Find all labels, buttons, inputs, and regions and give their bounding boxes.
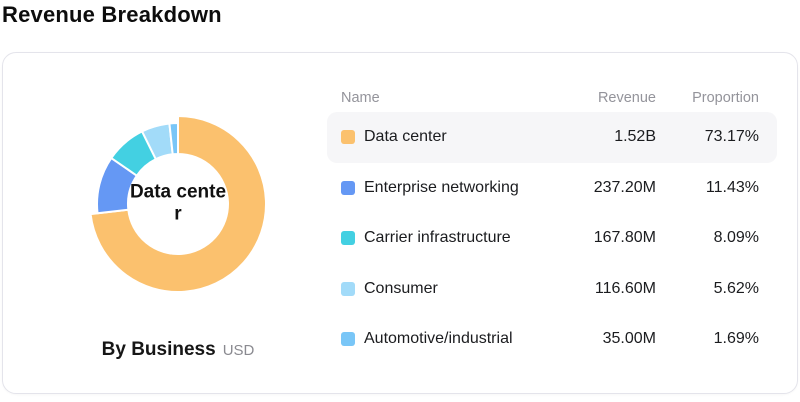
row-name-label: Enterprise networking	[364, 178, 519, 196]
table-body: Data center 1.52B 73.17% Enterprise network…	[327, 112, 777, 365]
legend-swatch	[341, 281, 355, 296]
table-header-row: Name Revenue Proportion	[327, 84, 777, 112]
row-name-label: Automotive/industrial	[364, 330, 513, 348]
header-name: Name	[341, 90, 380, 106]
row-name-label: Data center	[364, 128, 447, 146]
row-revenue-value: 237.20M	[593, 178, 656, 196]
header-revenue: Revenue	[597, 90, 656, 106]
row-name-cell: Data center	[341, 128, 541, 146]
row-name-cell: Carrier infrastructure	[341, 229, 541, 247]
row-revenue-value: 116.60M	[594, 279, 656, 297]
row-revenue-value: 35.00M	[602, 330, 656, 348]
chart-caption-title: By Business	[101, 339, 216, 360]
row-proportion-value: 73.17%	[704, 128, 759, 146]
legend-swatch	[341, 180, 355, 195]
header-proportion: Proportion	[692, 90, 759, 106]
chart-caption-unit: USD	[222, 342, 255, 359]
row-name-label: Consumer	[364, 279, 438, 297]
table-row[interactable]: Automotive/industrial 35.00M 1.69%	[327, 314, 777, 365]
revenue-table: Name Revenue Proportion Data center 1.52B…	[327, 84, 777, 365]
row-proportion-value: 5.62%	[713, 279, 759, 297]
page-title: Revenue Breakdown	[2, 2, 222, 27]
row-name-cell: Consumer	[341, 280, 541, 298]
legend-swatch	[341, 332, 355, 347]
donut-chart-svg	[89, 115, 267, 293]
row-name-label: Carrier infrastructure	[364, 229, 511, 247]
row-revenue-value: 167.80M	[593, 229, 656, 247]
table-row[interactable]: Data center 1.52B 73.17%	[327, 112, 777, 163]
table-row[interactable]: Consumer 116.60M 5.62%	[327, 264, 777, 315]
row-proportion-value: 11.43%	[705, 178, 759, 196]
row-name-cell: Automotive/industrial	[341, 330, 541, 348]
legend-swatch	[341, 231, 355, 246]
donut-chart: Data center	[58, 84, 298, 324]
row-name-cell: Enterprise networking	[341, 179, 541, 197]
revenue-breakdown-card: Data center By Business USD Name Revenue …	[2, 52, 798, 394]
table-row[interactable]: Carrier infrastructure 167.80M 8.09%	[327, 213, 777, 264]
row-proportion-value: 8.09%	[713, 229, 759, 247]
legend-swatch	[341, 130, 355, 145]
donut-slice[interactable]	[89, 115, 267, 293]
row-revenue-value: 1.52B	[614, 128, 656, 146]
chart-caption: By Business USD	[3, 339, 353, 361]
donut-slice[interactable]	[168, 122, 179, 156]
row-proportion-value: 1.69%	[713, 330, 759, 348]
table-row[interactable]: Enterprise networking 237.20M 11.43%	[327, 163, 777, 214]
